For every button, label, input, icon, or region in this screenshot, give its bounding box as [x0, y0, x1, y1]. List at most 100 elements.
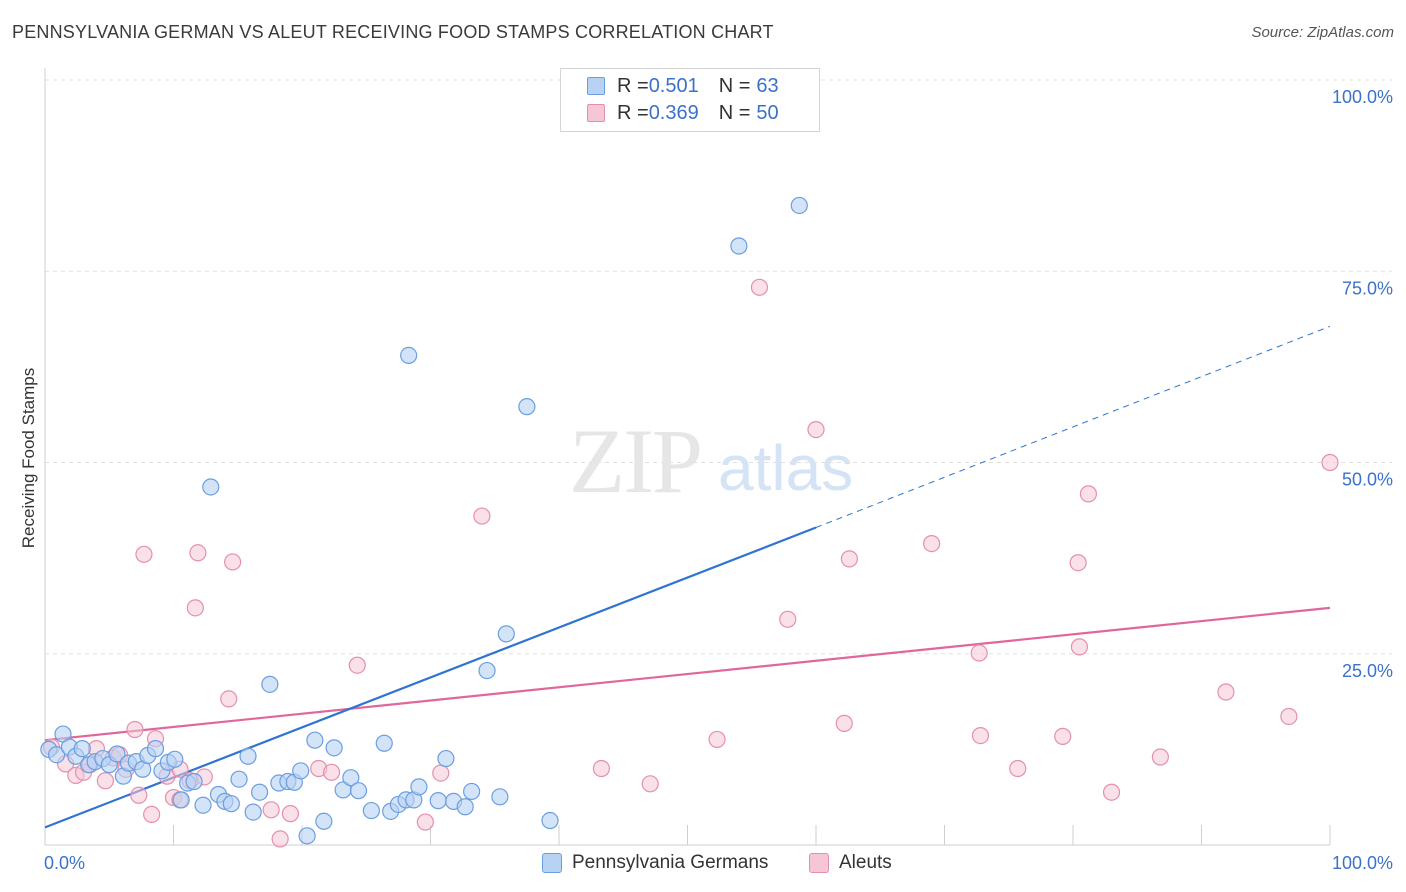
aleut-point — [1070, 638, 1089, 656]
pennsylvania-german-point — [342, 769, 360, 787]
aleut-point — [143, 805, 161, 824]
legend-swatch-blue — [587, 77, 605, 95]
aleut-point — [186, 599, 204, 617]
pennsylvania-german-point — [172, 791, 190, 809]
y-tick-label: 75.0% — [1342, 278, 1393, 298]
tick-labels: 25.0% 50.0% 75.0% 100.0% 0.0% 100.0% — [44, 87, 1393, 873]
legend-item-pennsylvania-germans[interactable]: Pennsylvania Germans — [542, 852, 768, 874]
pennsylvania-german-point — [250, 783, 269, 801]
aleut-point — [1280, 707, 1298, 726]
legend-stats-row-blue: R = 0.501 N = 63 — [587, 73, 779, 99]
aleut-point — [708, 730, 726, 749]
watermark: ZIP atlas — [569, 410, 853, 512]
aleut-point — [970, 644, 988, 662]
pennsylvania-german-point — [497, 625, 515, 643]
pennsylvania-german-point — [261, 675, 279, 693]
pennsylvania-german-point — [194, 796, 212, 814]
aleut-point — [807, 421, 825, 439]
legend-item-aleuts[interactable]: Aleuts — [809, 852, 892, 874]
source-credit: Source: ZipAtlas.com — [1251, 24, 1394, 41]
y-tick-label: 25.0% — [1342, 661, 1393, 681]
pennsylvania-german-point — [292, 762, 310, 780]
legend-r-value: 0.369 — [648, 101, 699, 124]
pennsylvania-german-point — [73, 740, 91, 758]
aleut-point — [416, 813, 434, 831]
aleut-point — [1009, 759, 1027, 778]
pennsylvania-german-point — [790, 196, 808, 215]
watermark-zip: ZIP — [569, 410, 701, 512]
pennsylvania-german-point — [47, 746, 66, 764]
legend-swatch-pink — [587, 104, 605, 122]
aleut-point — [281, 805, 300, 823]
aleut-point — [432, 764, 450, 782]
aleut-point — [1217, 683, 1235, 701]
pennsylvania-german-point — [518, 398, 536, 416]
gridlines — [45, 79, 1392, 655]
aleut-points — [42, 278, 1339, 848]
aleut-point — [1079, 485, 1098, 503]
x-tick-label: 0.0% — [44, 853, 85, 873]
aleut-point — [130, 786, 148, 804]
pennsylvania-german-point — [429, 792, 447, 810]
aleut-point — [189, 544, 207, 562]
pennsylvania-german-point — [244, 803, 262, 821]
pennsylvania-german-point — [362, 801, 380, 820]
pennsylvania-german-point — [375, 734, 393, 752]
legend-r-label: R = — [617, 101, 649, 124]
aleut-trend-line — [44, 606, 1331, 742]
aleut-point — [220, 690, 238, 708]
pennsylvania-german-trend-line — [44, 526, 817, 829]
legend-label: Pennsylvania Germans — [572, 852, 769, 873]
aleut-point — [779, 610, 797, 628]
pennsylvania-german-point — [230, 770, 248, 788]
pennsylvania-german-point — [730, 237, 748, 255]
pennsylvania-german-point — [166, 750, 184, 768]
legend-r-value: 0.501 — [648, 74, 699, 97]
aleut-point — [348, 656, 366, 674]
aleut-point — [840, 550, 859, 568]
legend-swatch-blue — [542, 853, 562, 873]
pennsylvania-german-point — [541, 811, 559, 830]
aleut-point — [262, 801, 280, 819]
pennsylvania-german-point — [437, 749, 455, 768]
aleut-point — [322, 763, 341, 781]
pennsylvania-german-point — [478, 661, 496, 680]
legend-n-label: N = — [718, 101, 751, 124]
aleut-point — [1151, 748, 1169, 766]
pennsylvania-german-point — [463, 782, 481, 801]
aleut-point — [971, 727, 990, 745]
aleut-point — [135, 545, 153, 563]
legend-r-label: R = — [617, 74, 649, 97]
legend-n-label: N = — [718, 74, 751, 97]
aleut-point — [1102, 783, 1121, 801]
aleut-point — [1069, 554, 1087, 572]
pennsylvania-german-point — [298, 827, 316, 845]
legend-n-value: 50 — [756, 101, 779, 124]
pennsylvania-german-point — [491, 788, 509, 806]
pennsylvania-german-point — [456, 798, 474, 816]
aleut-point — [271, 830, 289, 848]
aleut-point — [750, 278, 769, 296]
x-tick-label: 100.0% — [1332, 853, 1393, 873]
pennsylvania-german-point — [108, 745, 126, 763]
pennsylvania-german-point — [400, 346, 418, 364]
pennsylvania-german-point — [239, 747, 257, 765]
pennsylvania-german-point — [202, 478, 220, 496]
pennsylvania-german-point — [349, 782, 368, 800]
y-axis-label: Receiving Food Stamps — [19, 368, 38, 548]
legend-stats-row-pink: R = 0.369 N = 50 — [587, 100, 779, 126]
aleut-point — [592, 759, 611, 778]
legend-stats: R = 0.501 N = 63 R = 0.369 N = 50 — [560, 68, 820, 132]
chart-title: PENNSYLVANIA GERMAN VS ALEUT RECEIVING F… — [12, 22, 774, 42]
pennsylvania-german-point — [315, 812, 333, 830]
trend-lines — [44, 325, 1331, 829]
aleut-point — [1321, 453, 1339, 472]
aleut-point — [835, 714, 853, 732]
pennsylvania-german-point — [185, 772, 203, 791]
pennsylvania-german-point — [146, 740, 165, 758]
legend-label: Aleuts — [839, 852, 892, 873]
pennsylvania-german-point — [325, 739, 343, 757]
pennsylvania-german-trend-extension — [815, 325, 1331, 528]
pennsylvania-german-point — [222, 795, 240, 813]
